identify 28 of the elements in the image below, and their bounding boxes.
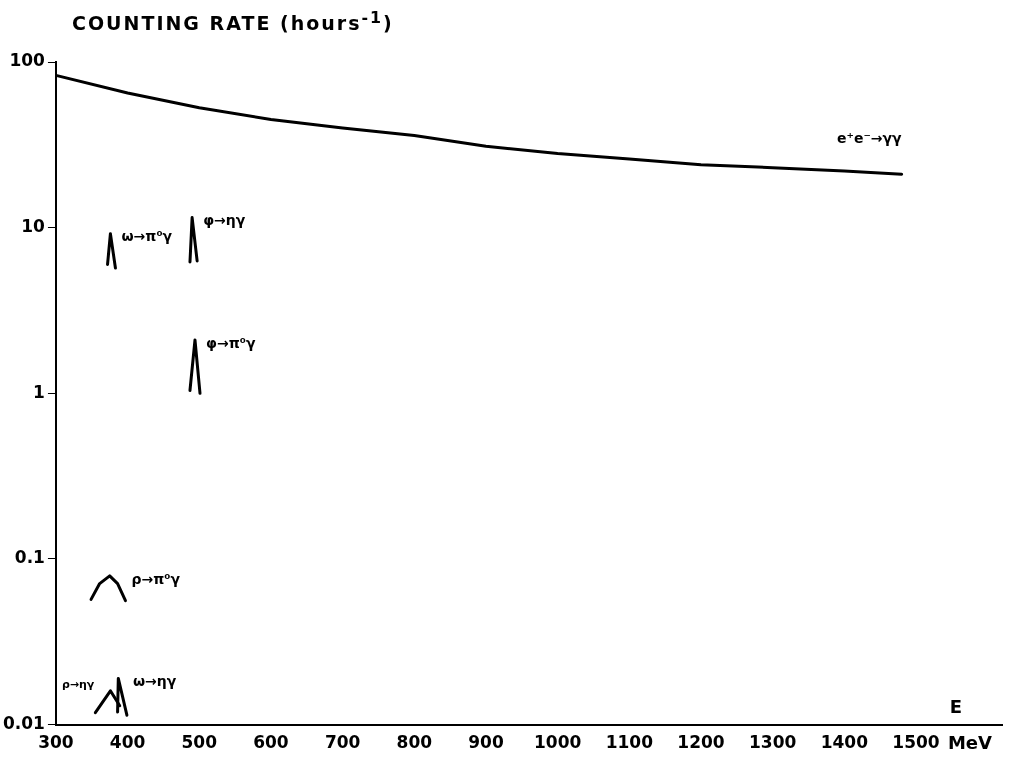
x-tick-label: 900 [468, 732, 504, 753]
x-tick-label: 500 [181, 732, 218, 753]
x-tick-label: 1100 [605, 732, 654, 753]
y-tick-label: 0.01 [2, 713, 45, 734]
x-tick-label: 1500 [892, 732, 940, 753]
x-tick-label: 1300 [748, 732, 797, 753]
x-tick-label: 400 [109, 732, 146, 753]
series-label: φ→π⁰γ [206, 334, 256, 351]
y-tick-label: 100 [9, 50, 46, 71]
y-tick-label: 1 [33, 381, 45, 402]
x-tick-label: 1200 [677, 732, 725, 753]
x-tick-label: 300 [38, 732, 74, 753]
series-label: e⁺e⁻→γγ [837, 129, 903, 146]
series-label: ρ→π⁰γ [131, 570, 181, 587]
x-tick-label: 600 [253, 732, 289, 753]
x-axis-title: E [949, 696, 962, 718]
text: MeV [947, 732, 993, 754]
series-label: ω→π⁰γ [121, 228, 173, 245]
x-tick-label: 1400 [820, 732, 869, 753]
y-tick-label: 10 [21, 216, 46, 237]
x-tick-label: 800 [396, 732, 433, 753]
y-tick-label: 0.1 [14, 547, 45, 568]
series-label: ω→ηγ [132, 673, 177, 690]
series-label: φ→ηγ [203, 212, 246, 229]
x-tick-label: 700 [324, 732, 361, 753]
series-label: ρ→ηγ [61, 677, 95, 691]
y-axis-title: COUNTING RATE (hours$^{-1}$) [72, 8, 394, 35]
x-tick-label: 1000 [533, 732, 582, 753]
